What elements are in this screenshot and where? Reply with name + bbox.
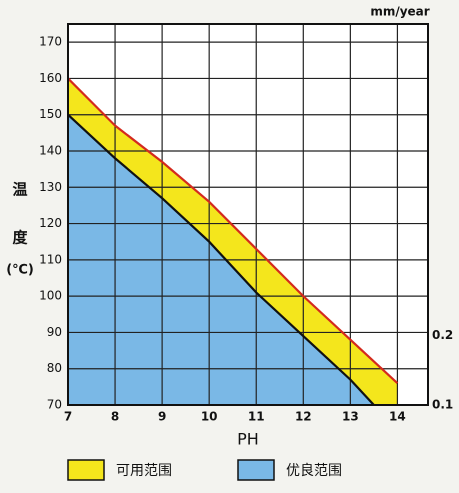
- y-tick-label: 100: [39, 289, 62, 303]
- x-tick-label: 12: [295, 410, 312, 424]
- legend-label: 可用范围: [116, 462, 172, 479]
- x-tick-label: 10: [201, 410, 218, 424]
- area-edge: [67, 77, 399, 385]
- y-tick-label: 70: [47, 398, 62, 412]
- y2-axis-label: mm/year: [370, 5, 429, 19]
- area-edge: [67, 113, 375, 406]
- y-tick-label: 90: [47, 325, 62, 339]
- y-tick-label: 140: [39, 144, 62, 158]
- x-tick-label: 8: [111, 410, 119, 424]
- y-axis-label: (℃): [6, 263, 34, 278]
- y-axis-label: 度: [12, 229, 28, 247]
- y2-tick-label: 0.2: [432, 328, 453, 342]
- x-axis-label: PH: [237, 430, 259, 449]
- x-tick-label: 13: [342, 410, 359, 424]
- y-tick-label: 170: [39, 35, 62, 49]
- legend-swatch: [67, 459, 105, 481]
- legend-swatch: [237, 459, 275, 481]
- y-axis-label: 温: [12, 181, 27, 199]
- x-tick-label: 9: [158, 410, 166, 424]
- y-tick-label: 130: [39, 180, 62, 194]
- y-tick-label: 80: [47, 361, 62, 375]
- x-tick-label: 14: [389, 410, 406, 424]
- legend-label: 优良范围: [286, 462, 342, 479]
- x-tick-label: 11: [248, 410, 265, 424]
- y-tick-label: 150: [39, 107, 62, 121]
- y-tick-label: 160: [39, 71, 62, 85]
- plot-border: [67, 23, 429, 406]
- y-tick-label: 120: [39, 216, 62, 230]
- y2-tick-label: 0.1: [432, 398, 453, 412]
- x-tick-label: 7: [64, 410, 72, 424]
- y-tick-label: 110: [39, 252, 62, 266]
